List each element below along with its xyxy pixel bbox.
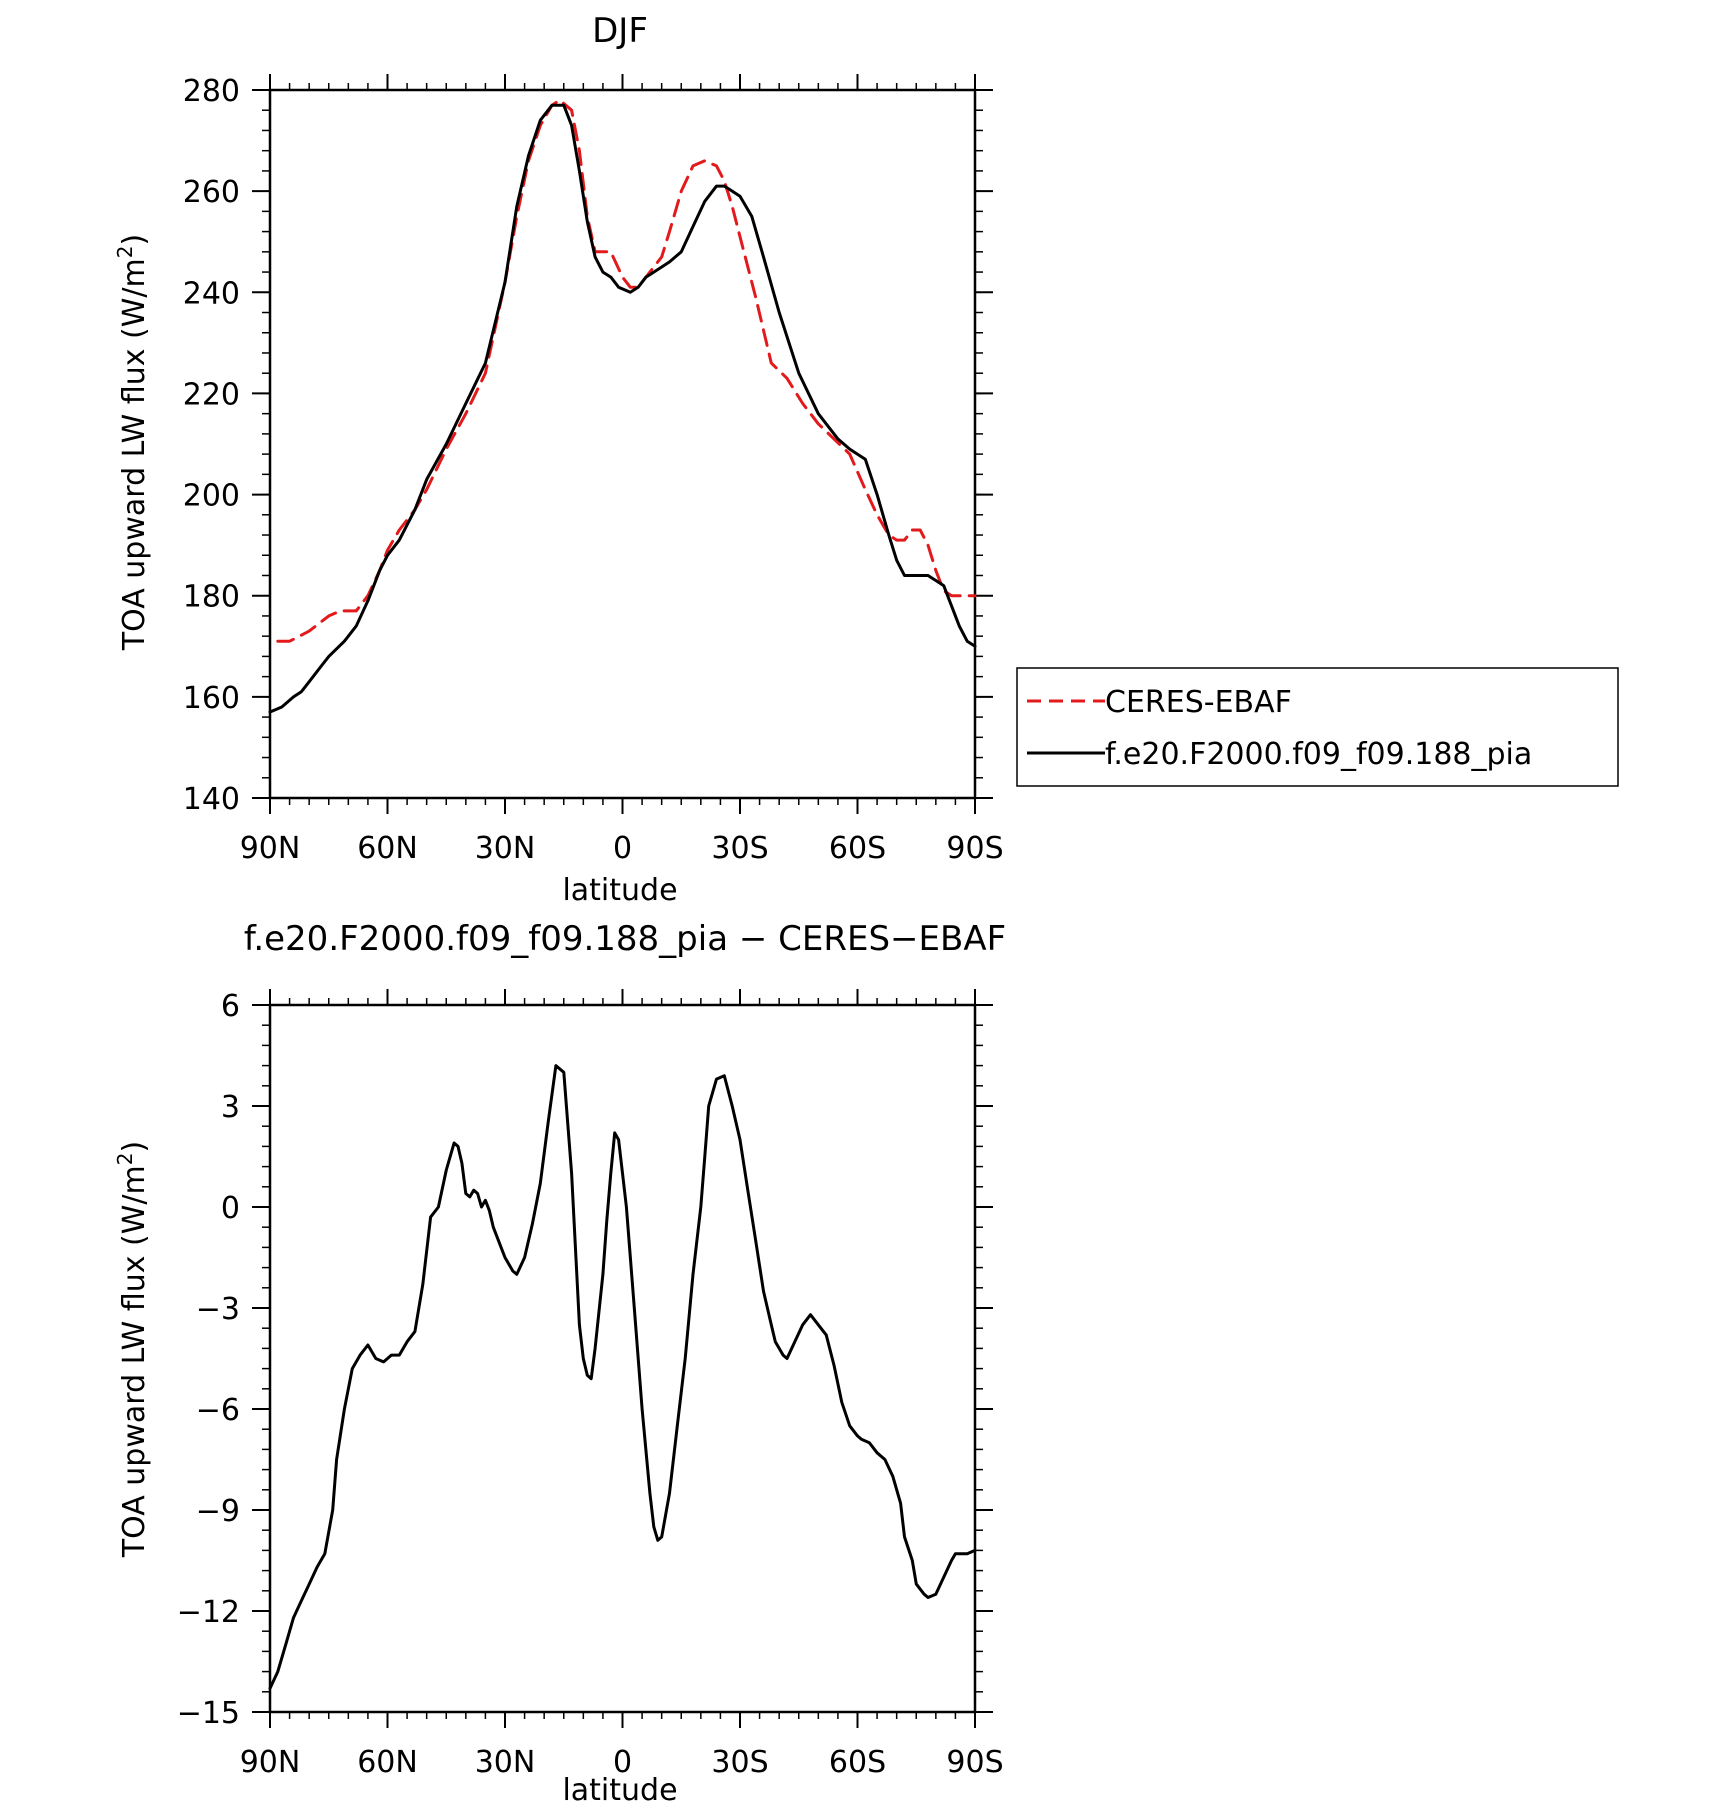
bottom-y-tick-label: −3 [196,1292,240,1327]
top-chart-title: DJF [592,11,648,51]
bottom-x-tick-label: 60N [357,1745,418,1780]
top-y-tick-label: 140 [183,782,240,817]
bottom-x-tick-label: 0 [613,1745,632,1780]
bottom-y-tick-label: −12 [177,1595,240,1630]
legend: CERES-EBAF f.e20.F2000.f09_f09.188_pia [1016,667,1619,787]
top-x-tick-label: 90S [946,831,1003,866]
top-y-tick-label: 260 [183,175,240,210]
top-y-tick-label: 280 [183,74,240,109]
legend-label-model: f.e20.F2000.f09_f09.188_pia [1105,737,1532,772]
top-y-tick-label: 200 [183,479,240,514]
bottom-yaxis-label-main: TOA upward LW flux (W/m [117,1165,152,1558]
top-yaxis-label-end: ) [117,234,152,246]
bottom-y-tick-label: 3 [221,1090,240,1125]
top-yaxis-label: TOA upward LW flux (W/m2) [113,234,152,651]
top-series-line-1 [268,103,977,714]
bottom-x-tick-label: 90N [240,1745,301,1780]
bottom-y-tick-label: 0 [221,1191,240,1226]
top-x-tick-label: 90N [240,831,301,866]
top-yaxis-label-main: TOA upward LW flux (W/m [117,258,152,651]
top-x-tick-label: 30S [711,831,768,866]
bottom-x-tick-label: 60S [829,1745,886,1780]
bottom-y-tick-label: −9 [196,1494,240,1529]
bottom-y-tick-label: 6 [221,989,240,1024]
top-y-tick-label: 160 [183,681,240,716]
bottom-xaxis-label: latitude [562,1773,677,1808]
top-x-tick-label: 30N [475,831,536,866]
bottom-yaxis-label-sup: 2 [113,1153,137,1166]
bottom-x-tick-label: 30N [475,1745,536,1780]
top-y-tick-label: 180 [183,580,240,615]
bottom-panel: f.e20.F2000.f09_f09.188_pia − CERES−EBAF… [113,919,1006,1808]
legend-label-ceres: CERES-EBAF [1105,685,1292,720]
top-yaxis-label-sup: 2 [113,246,137,259]
bottom-yaxis-label-end: ) [117,1141,152,1153]
top-y-tick-label: 240 [183,276,240,311]
top-xaxis-label: latitude [562,873,677,908]
bottom-y-tick-label: −6 [196,1393,240,1428]
top-x-tick-label: 0 [613,831,632,866]
bottom-yaxis-label: TOA upward LW flux (W/m2) [113,1141,152,1558]
bottom-series-line-0 [268,1064,977,1690]
bottom-y-tick-label: −15 [177,1696,240,1731]
top-x-tick-label: 60S [829,831,886,866]
bottom-chart-title: f.e20.F2000.f09_f09.188_pia − CERES−EBAF [244,919,1006,959]
legend-box [1016,667,1619,787]
bottom-x-tick-label: 30S [711,1745,768,1780]
top-plot-frame [268,88,977,800]
bottom-x-tick-label: 90S [946,1745,1003,1780]
top-x-tick-label: 60N [357,831,418,866]
top-y-tick-label: 220 [183,377,240,412]
top-series-line-0 [276,98,977,643]
top-panel: DJF latitude TOA upward LW flux (W/m2) 9… [113,11,1004,908]
